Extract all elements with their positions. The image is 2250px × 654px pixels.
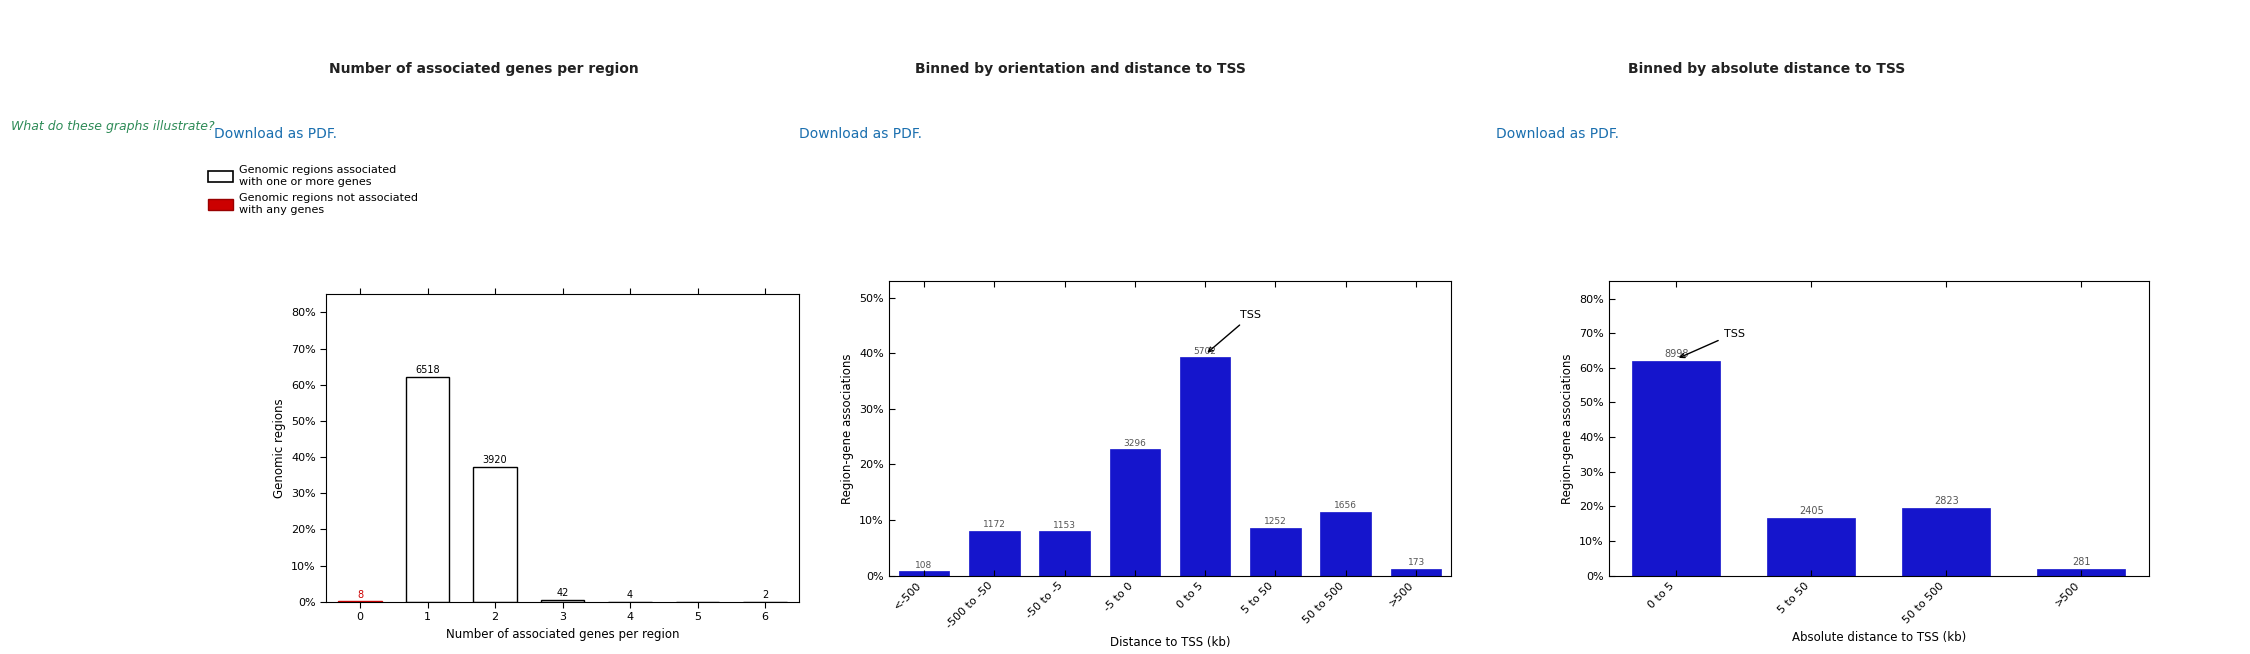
Text: Number of associated genes per region: Number of associated genes per region xyxy=(328,61,639,76)
Text: 42: 42 xyxy=(556,589,569,598)
Bar xyxy=(1040,532,1089,576)
Text: 8: 8 xyxy=(358,590,362,600)
Y-axis label: Region-gene associations: Region-gene associations xyxy=(842,353,853,504)
X-axis label: Absolute distance to TSS (kb): Absolute distance to TSS (kb) xyxy=(1791,630,1966,644)
Text: Binned by absolute distance to TSS: Binned by absolute distance to TSS xyxy=(1627,61,1906,76)
Text: ◆ Region-Gene Association Graphs: ◆ Region-Gene Association Graphs xyxy=(18,18,369,37)
Text: 1172: 1172 xyxy=(983,520,1006,529)
Bar xyxy=(472,466,518,602)
Text: 2405: 2405 xyxy=(1800,506,1825,517)
Y-axis label: Region-gene associations: Region-gene associations xyxy=(1562,353,1573,504)
Text: 1656: 1656 xyxy=(1334,502,1357,511)
Bar xyxy=(1768,518,1856,576)
Text: Download as PDF.: Download as PDF. xyxy=(214,127,338,141)
Text: 3920: 3920 xyxy=(484,455,506,465)
Text: 8998: 8998 xyxy=(1665,349,1688,359)
Text: Binned by orientation and distance to TSS: Binned by orientation and distance to TS… xyxy=(914,61,1247,76)
Text: 173: 173 xyxy=(1408,559,1424,567)
Text: 281: 281 xyxy=(2072,557,2090,567)
Legend: Genomic regions associated
with one or more genes, Genomic regions not associate: Genomic regions associated with one or m… xyxy=(207,165,418,215)
Text: 6518: 6518 xyxy=(416,366,439,375)
Text: 5702: 5702 xyxy=(1195,347,1217,356)
Y-axis label: Genomic regions: Genomic regions xyxy=(272,398,286,498)
Bar xyxy=(970,530,1019,576)
Bar xyxy=(1321,512,1370,576)
Text: TSS: TSS xyxy=(1208,311,1262,352)
Text: 2823: 2823 xyxy=(1935,496,1958,506)
Bar xyxy=(2038,569,2124,576)
Text: Download as PDF.: Download as PDF. xyxy=(799,127,922,141)
Bar xyxy=(898,572,949,576)
Text: 1252: 1252 xyxy=(1265,517,1287,526)
Text: 108: 108 xyxy=(916,560,931,570)
X-axis label: Distance to TSS (kb): Distance to TSS (kb) xyxy=(1109,636,1231,649)
Bar xyxy=(1251,528,1300,576)
Bar xyxy=(405,377,450,602)
Text: 4: 4 xyxy=(628,590,632,600)
Text: 1153: 1153 xyxy=(1053,521,1076,530)
Bar xyxy=(1109,449,1161,576)
Text: 3296: 3296 xyxy=(1123,439,1145,448)
Bar xyxy=(1390,569,1442,576)
Text: Download as PDF.: Download as PDF. xyxy=(1496,127,1620,141)
X-axis label: Number of associated genes per region: Number of associated genes per region xyxy=(446,628,680,641)
Bar xyxy=(540,600,585,602)
Text: What do these graphs illustrate?: What do these graphs illustrate? xyxy=(11,120,216,133)
Bar xyxy=(1904,508,1991,576)
Text: 2: 2 xyxy=(763,590,767,600)
Text: TSS: TSS xyxy=(1681,328,1744,358)
Bar xyxy=(1179,357,1231,576)
Bar xyxy=(1634,361,1721,576)
